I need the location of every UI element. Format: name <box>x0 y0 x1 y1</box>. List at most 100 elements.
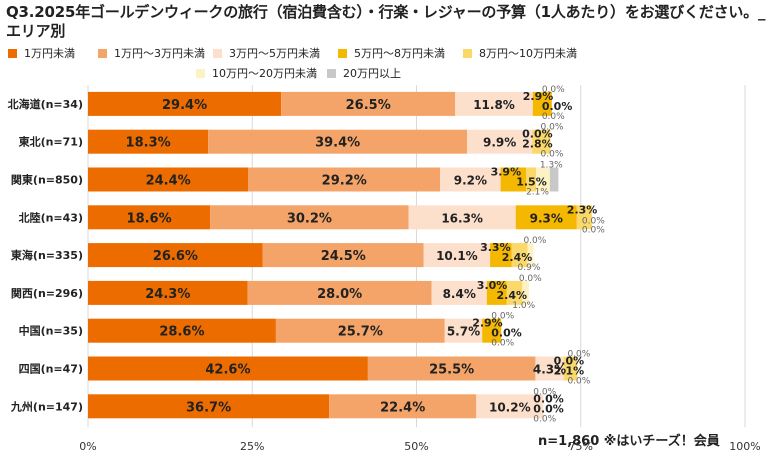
bar-segment <box>515 205 577 230</box>
sample-note: n=1,860 ※はいチーズ！会員 <box>538 434 720 449</box>
x-tick-label: 0% <box>79 440 96 453</box>
data-label: 36.7% <box>186 400 231 415</box>
bar-segment <box>549 167 559 192</box>
category-label: 九州(n=147) <box>10 399 83 413</box>
bar-segment <box>476 394 544 419</box>
data-label: 39.4% <box>315 136 360 151</box>
data-label: 0.0% <box>542 100 573 113</box>
data-label: 0.0% <box>533 387 556 397</box>
bar-segment <box>367 356 536 381</box>
data-label: 2.3% <box>567 203 598 216</box>
data-label: 0.0% <box>491 327 522 340</box>
bar-segment <box>329 394 477 419</box>
data-label: 0.9% <box>518 263 541 273</box>
data-label: 2.9% <box>472 317 503 330</box>
data-label: 9.3% <box>530 211 563 225</box>
data-label: 25.7% <box>338 325 383 340</box>
chart-title: Q3.2025年ゴールデンウィークの旅行（宿泊費含む）・行楽・レジャーの予算（1… <box>6 3 766 40</box>
category-label: 四国(n=47) <box>19 363 83 376</box>
legend: 1万円未満 1万円～3万円未満 3万円～5万円未満 5万円～8万円未満 8万円～10万円… <box>0 45 772 83</box>
bar-segment <box>88 280 248 305</box>
data-label: 30.2% <box>287 211 332 226</box>
data-label: 1.0% <box>512 301 535 311</box>
category-label: 関東(n=850) <box>11 173 83 187</box>
data-label: 28.0% <box>317 287 362 302</box>
data-label: 11.8% <box>473 98 515 112</box>
data-label: 0.0% <box>533 402 564 415</box>
legend-swatch <box>8 48 17 58</box>
bar-segment <box>431 280 487 305</box>
bar-segment <box>511 243 528 268</box>
data-label: 2.4% <box>497 289 528 302</box>
bar-segment <box>210 205 409 230</box>
bar-segment <box>248 167 441 192</box>
data-label: 2.8% <box>522 138 553 151</box>
category-label: 関西(n=296) <box>11 287 83 300</box>
legend-item: 10万円～20万円未満 <box>196 65 317 81</box>
data-label: 18.6% <box>127 211 172 226</box>
bar-segment <box>88 356 368 381</box>
bar-segment <box>423 243 491 268</box>
legend-item: 1万円～3万円未満 <box>98 45 205 61</box>
data-label: 24.4% <box>146 174 191 189</box>
legend-label: 3万円～5万円未満 <box>229 47 320 60</box>
data-label: 2.4% <box>502 251 533 264</box>
bar-segment <box>275 318 445 343</box>
data-label: 0.0% <box>567 377 590 387</box>
category-label: 東北(n=71) <box>19 135 83 149</box>
data-label: 29.2% <box>322 174 367 189</box>
legend-swatch <box>98 48 107 58</box>
data-label: 9.2% <box>454 174 487 188</box>
category-label: 中国(n=35) <box>19 324 83 338</box>
bar-segment <box>467 129 533 154</box>
bar-segment <box>408 205 516 230</box>
bar-segment <box>527 243 534 268</box>
data-label: 8.4% <box>443 287 476 301</box>
data-label: 22.4% <box>380 400 425 415</box>
bar-segment <box>532 91 552 116</box>
x-tick-label: 75% <box>569 440 593 453</box>
legend-swatch <box>327 68 336 78</box>
bar-segment <box>88 318 276 343</box>
data-label: 0.0% <box>519 274 542 284</box>
legend-label: 10万円～20万円未満 <box>212 67 317 80</box>
data-label: 16.3% <box>441 211 483 225</box>
legend-label: 1万円未満 <box>24 47 75 60</box>
data-label: 0.0% <box>582 216 605 226</box>
bar-segment <box>490 243 512 268</box>
data-label: 24.3% <box>145 287 190 302</box>
data-label: 0.0% <box>554 355 585 368</box>
data-label: 0.0% <box>491 339 514 349</box>
data-label: 3.9% <box>491 166 522 179</box>
legend-item: 5万円～8万円未満 <box>338 45 445 61</box>
bar-segment <box>440 167 501 192</box>
legend-item: 1万円未満 <box>8 45 75 61</box>
data-label: 18.3% <box>126 136 171 151</box>
bar-segment <box>88 91 282 116</box>
data-label: 0.0% <box>533 414 556 424</box>
legend-label: 8万円～10万円未満 <box>479 47 577 60</box>
bar-segment <box>532 129 551 154</box>
category-label: 北海道(n=34) <box>8 97 83 111</box>
data-label: 3.3% <box>480 241 511 254</box>
bar-segment <box>482 318 502 343</box>
legend-swatch <box>196 68 205 78</box>
bar-segment <box>247 280 432 305</box>
data-label: 1.5% <box>516 176 547 189</box>
legend-swatch <box>213 48 222 58</box>
bar-segment <box>88 243 263 268</box>
legend-item: 8万円～10万円未満 <box>463 45 577 61</box>
bar-segment <box>281 91 456 116</box>
x-tick-label: 50% <box>404 440 428 453</box>
data-label: 0.0% <box>541 123 564 133</box>
data-label: 10.1% <box>436 249 478 263</box>
data-label: 26.5% <box>346 98 391 113</box>
bar-segment <box>455 91 533 116</box>
bar-segment <box>500 167 527 192</box>
bar-segment <box>88 205 211 230</box>
bar-segment <box>444 318 483 343</box>
data-label: 26.6% <box>153 249 198 264</box>
data-label: 0.0% <box>491 312 514 322</box>
legend-label: 20万円以上 <box>343 67 401 80</box>
bar-segment <box>536 167 550 192</box>
